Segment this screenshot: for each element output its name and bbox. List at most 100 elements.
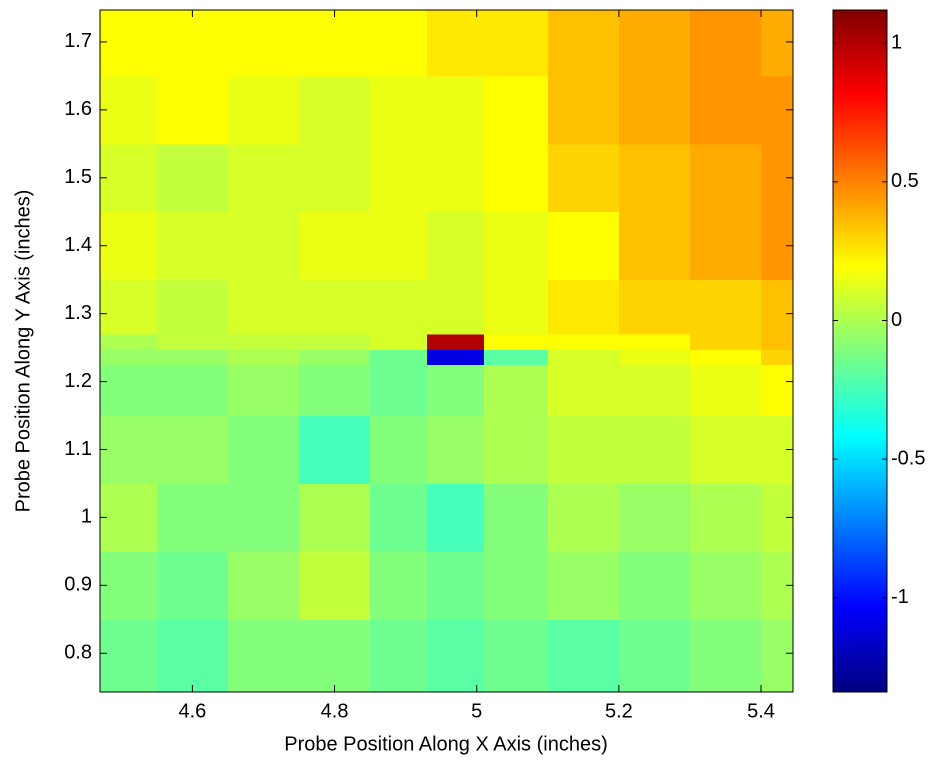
colorbar-tick-label: 0: [891, 309, 902, 331]
heatmap-cell: [299, 279, 371, 335]
heatmap-cell: [547, 143, 620, 213]
heatmap-cell: [689, 143, 762, 213]
heatmap-cell: [299, 364, 371, 417]
heatmap-cell: [426, 211, 485, 281]
heatmap-cell: [547, 483, 620, 552]
x-tick-label: 4.6: [178, 700, 206, 722]
heatmap-cell: [370, 349, 428, 366]
heatmap-cell: [426, 483, 485, 552]
heatmap-cell: [299, 415, 371, 484]
heatmap-cell: [483, 143, 549, 213]
heatmap-cell: [299, 143, 371, 213]
heatmap-cell: [761, 364, 794, 417]
colorbar-tick-label: -0.5: [891, 447, 925, 469]
x-tick-label: 5.4: [747, 700, 775, 722]
heatmap-cell: [483, 349, 549, 366]
heatmap-cell: [299, 334, 371, 351]
heatmap-cell: [689, 364, 762, 417]
heatmap-cell: [689, 551, 762, 620]
heatmap-cell: [227, 483, 300, 552]
heatmap-cell: [761, 619, 794, 693]
heatmap-cell: [100, 619, 158, 693]
heatmap-cell: [618, 10, 691, 77]
heatmap-cell: [370, 211, 428, 281]
heatmap-cell: [618, 551, 691, 620]
heatmap-cell: [689, 211, 762, 281]
y-tick-label: 1: [81, 506, 92, 528]
heatmap-cell: [618, 619, 691, 693]
heatmap-cell: [426, 619, 485, 693]
heatmap-cell: [689, 349, 762, 366]
colorbar-tick-label: 0.5: [891, 170, 919, 192]
heatmap-cell: [547, 334, 620, 351]
heatmap-cell: [483, 334, 549, 351]
heatmap-cell: [761, 10, 794, 77]
heatmap-cell: [156, 349, 229, 366]
heatmap-cell: [156, 279, 229, 335]
heatmap-cell: [100, 279, 158, 335]
y-tick-label: 1.5: [64, 166, 92, 188]
heatmap-cell: [618, 349, 691, 366]
x-axis-label: Probe Position Along X Axis (inches): [284, 733, 608, 755]
y-tick-label: 1.4: [64, 234, 92, 256]
heatmap-cell: [299, 75, 371, 145]
heatmap-cell: [618, 364, 691, 417]
heatmap-cell: [156, 10, 229, 77]
heatmap-cell: [227, 211, 300, 281]
heatmap-cell: [483, 10, 549, 77]
heatmap-cell: [547, 415, 620, 484]
heatmap-cell: [227, 279, 300, 335]
heatmap-cell: [370, 619, 428, 693]
heatmap-cell: [100, 415, 158, 484]
heatmap-cell: [547, 619, 620, 693]
x-tick-label: 5: [471, 700, 482, 722]
heatmap-cell: [618, 143, 691, 213]
heatmap-cell: [618, 279, 691, 335]
heatmap-cell: [483, 364, 549, 417]
heatmap-cell: [227, 619, 300, 693]
y-tick-label: 0.8: [64, 642, 92, 664]
heatmap-cell: [227, 75, 300, 145]
heatmap-cell: [299, 619, 371, 693]
heatmap-cell: [370, 483, 428, 552]
heatmap-cell: [426, 279, 485, 335]
heatmap-cell: [370, 279, 428, 335]
heatmap-cell: [299, 349, 371, 366]
heatmap-cell: [483, 279, 549, 335]
x-tick-label: 5.2: [605, 700, 633, 722]
heatmap-cell: [547, 364, 620, 417]
heatmap-cell: [547, 211, 620, 281]
heatmap-cell: [100, 483, 158, 552]
heatmap-cell: [299, 551, 371, 620]
heatmap-cell: [618, 334, 691, 351]
heatmap-cell: [370, 143, 428, 213]
plot-frame: [99, 9, 794, 693]
x-tick-label: 4.8: [321, 700, 349, 722]
heatmap-cell: [227, 364, 300, 417]
heatmap-cell: [547, 10, 620, 77]
heatmap-cell: [689, 483, 762, 552]
heatmap-cell: [547, 349, 620, 366]
heatmap-cell: [100, 349, 158, 366]
heatmap-cell: [227, 551, 300, 620]
heatmap-cell: [156, 211, 229, 281]
y-axis-label: Probe Position Along Y Axis (inches): [12, 190, 34, 513]
heatmap-cell: [483, 551, 549, 620]
heatmap-cell: [761, 349, 794, 366]
y-tick-label: 1.6: [64, 98, 92, 120]
heatmap-cell: [483, 415, 549, 484]
heatmap-cell: [156, 364, 229, 417]
y-tick-label: 1.7: [64, 30, 92, 52]
heatmap-cell: [483, 619, 549, 693]
y-tick-label: 0.9: [64, 574, 92, 596]
heatmap-cell: [547, 279, 620, 335]
heatmap-cell: [689, 415, 762, 484]
heatmap-cell: [761, 334, 794, 351]
heatmap-cell: [426, 415, 485, 484]
heatmap-cell: [426, 364, 485, 417]
heatmap-cell: [426, 143, 485, 213]
heatmap-cell: [370, 415, 428, 484]
heatmap-cell: [100, 211, 158, 281]
